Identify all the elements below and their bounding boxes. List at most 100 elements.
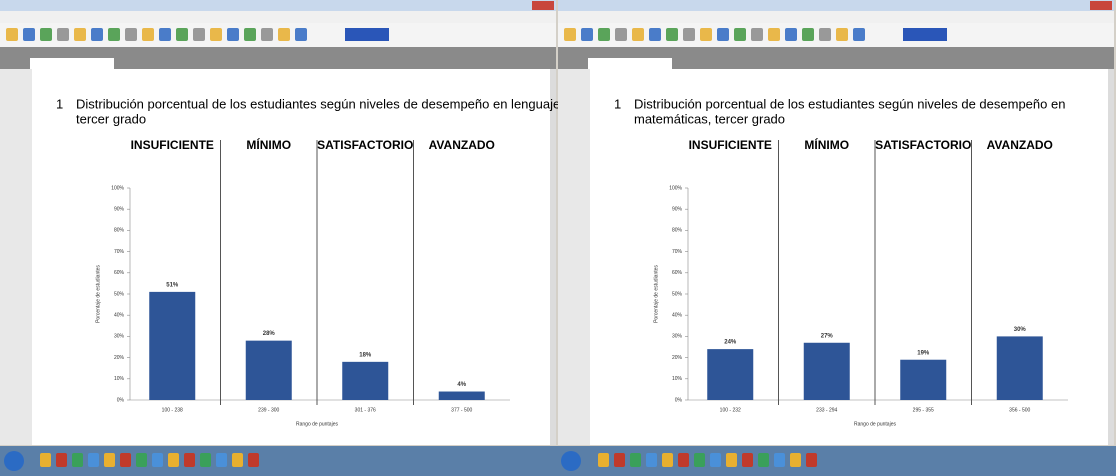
taskbar-icon[interactable] [742, 453, 753, 467]
toolbar-button[interactable] [819, 28, 831, 41]
taskbar-icon[interactable] [678, 453, 689, 467]
taskbar-icon[interactable] [168, 453, 179, 467]
toolbar-button[interactable] [598, 28, 610, 41]
toolbar-button[interactable] [717, 28, 729, 41]
y-tick-label: 80% [672, 228, 683, 234]
toolbar-button[interactable] [903, 28, 947, 41]
taskbar-icon[interactable] [806, 453, 817, 467]
toolbar-button[interactable] [345, 28, 389, 41]
taskbar-icon[interactable] [598, 453, 609, 467]
toolbar-button[interactable] [142, 28, 154, 41]
y-tick-label: 70% [114, 249, 125, 255]
viewer-window: 1 Distribución porcentual de los estudian… [0, 0, 564, 445]
value-label: 18% [359, 352, 372, 358]
taskbar-icon[interactable] [40, 453, 51, 467]
toolbar-button[interactable] [700, 28, 712, 41]
tab-strip [558, 47, 1114, 69]
start-button[interactable] [4, 451, 24, 471]
close-button[interactable] [1090, 1, 1112, 10]
toolbar-button[interactable] [666, 28, 678, 41]
level-label: INSUFICIENTE [131, 138, 214, 152]
toolbar-button[interactable] [125, 28, 137, 41]
value-label: 30% [1014, 327, 1027, 333]
toolbar-button[interactable] [751, 28, 763, 41]
y-tick-label: 40% [672, 313, 683, 319]
toolbar-button[interactable] [295, 28, 307, 41]
taskbar-icon[interactable] [200, 453, 211, 467]
y-tick-label: 90% [114, 207, 125, 213]
chart-title: matemáticas, tercer grado [634, 111, 785, 126]
toolbar-button[interactable] [176, 28, 188, 41]
taskbar-icon[interactable] [184, 453, 195, 467]
toolbar-button[interactable] [261, 28, 273, 41]
toolbar-button[interactable] [40, 28, 52, 41]
toolbar-button[interactable] [6, 28, 18, 41]
bar [438, 391, 485, 400]
toolbar-button[interactable] [193, 28, 205, 41]
start-button[interactable] [561, 451, 581, 471]
toolbar-button[interactable] [57, 28, 69, 41]
bar [707, 349, 754, 400]
taskbar-icon[interactable] [248, 453, 259, 467]
taskbar-icon[interactable] [88, 453, 99, 467]
taskbar-icon[interactable] [232, 453, 243, 467]
taskbar-icon[interactable] [56, 453, 67, 467]
toolbar-button[interactable] [632, 28, 644, 41]
taskbar-icon[interactable] [72, 453, 83, 467]
taskbar-icon[interactable] [152, 453, 163, 467]
toolbar-button[interactable] [734, 28, 746, 41]
taskbar-icon[interactable] [646, 453, 657, 467]
document-tab[interactable] [588, 58, 672, 69]
toolbar-button[interactable] [227, 28, 239, 41]
taskbar-icon[interactable] [774, 453, 785, 467]
bar [996, 336, 1043, 400]
toolbar-button[interactable] [853, 28, 865, 41]
toolbar-button[interactable] [615, 28, 627, 41]
y-tick-label: 20% [114, 355, 125, 361]
toolbar-button[interactable] [278, 28, 290, 41]
toolbar-button[interactable] [581, 28, 593, 41]
close-button[interactable] [532, 1, 554, 10]
toolbar-button[interactable] [683, 28, 695, 41]
toolbar-button[interactable] [159, 28, 171, 41]
page [32, 69, 552, 445]
toolbar-button[interactable] [108, 28, 120, 41]
toolbar-button[interactable] [836, 28, 848, 41]
taskbar-icon[interactable] [662, 453, 673, 467]
toolbar-button[interactable] [785, 28, 797, 41]
toolbar-button[interactable] [210, 28, 222, 41]
taskbar-icon[interactable] [614, 453, 625, 467]
y-tick-label: 70% [672, 249, 683, 255]
value-label: 24% [724, 340, 737, 346]
y-tick-label: 30% [672, 334, 683, 340]
toolbar-button[interactable] [91, 28, 103, 41]
taskbar-icon[interactable] [758, 453, 769, 467]
taskbar-icon[interactable] [790, 453, 801, 467]
y-tick-label: 10% [672, 376, 683, 382]
toolbar-button[interactable] [564, 28, 576, 41]
toolbar-button[interactable] [74, 28, 86, 41]
taskbar-icon[interactable] [726, 453, 737, 467]
y-tick-label: 60% [114, 270, 125, 276]
bar [245, 340, 292, 400]
y-tick-label: 10% [114, 376, 125, 382]
toolbar-button[interactable] [802, 28, 814, 41]
taskbar-icon[interactable] [104, 453, 115, 467]
y-axis-label: Porcentaje de estudiantes [95, 265, 101, 323]
toolbar-button[interactable] [23, 28, 35, 41]
toolbar-button[interactable] [768, 28, 780, 41]
y-tick-label: 30% [114, 334, 125, 340]
title-bar [0, 0, 556, 11]
taskbar-icon[interactable] [120, 453, 131, 467]
taskbar-icon[interactable] [694, 453, 705, 467]
menu-bar [0, 11, 556, 23]
toolbar-button[interactable] [244, 28, 256, 41]
taskbar-icon[interactable] [216, 453, 227, 467]
document-tab[interactable] [30, 58, 114, 69]
taskbar-icon[interactable] [710, 453, 721, 467]
toolbar-button[interactable] [649, 28, 661, 41]
x-tick-label: 356 - 500 [1009, 407, 1030, 413]
taskbar-icon[interactable] [136, 453, 147, 467]
taskbar-icon[interactable] [630, 453, 641, 467]
taskbar [0, 446, 1116, 476]
